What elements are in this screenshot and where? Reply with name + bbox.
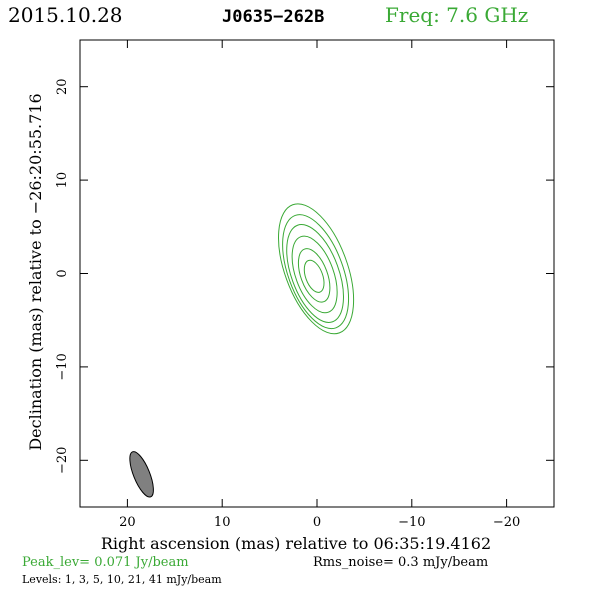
axis-ticks [80, 40, 554, 507]
plot-frame [79, 39, 555, 508]
contour-levels: Levels: 1, 3, 5, 10, 21, 41 mJy/beam [22, 573, 222, 586]
x-tick-labels: 20 10 0 −10 −20 [119, 515, 520, 530]
x-tick-label: 10 [214, 515, 231, 530]
x-tick-label: −10 [398, 515, 425, 530]
beam-layer [129, 451, 154, 498]
y-tick-label: −10 [55, 353, 70, 380]
y-axis-title: Declination (mas) relative to −26:20:55.… [26, 93, 45, 450]
x-tick-label: 20 [119, 515, 136, 530]
rms-noise: Rms_noise= 0.3 mJy/beam [313, 555, 488, 570]
contour-41-mjy [303, 259, 325, 293]
x-tick-label: −20 [493, 515, 520, 530]
x-tick-label: 0 [313, 515, 321, 530]
contour-layer [278, 203, 355, 335]
contour-1-mjy [278, 203, 355, 335]
y-tick-label: 0 [55, 269, 70, 277]
contour-10-mjy [291, 235, 338, 314]
observation-date: 2015.10.28 [8, 3, 123, 27]
frequency-label: Freq: 7.6 GHz [385, 3, 528, 27]
y-tick-label: 10 [55, 172, 70, 189]
peak-level: Peak_lev= 0.071 Jy/beam [22, 555, 189, 570]
y-tick-label: 20 [55, 78, 70, 95]
contour-21-mjy [297, 248, 331, 303]
contour-3-mjy [282, 214, 350, 330]
beam-ellipse [129, 451, 154, 498]
contour-5-mjy [286, 224, 344, 323]
source-name: J0635−262B [222, 7, 324, 27]
y-tick-label: −20 [55, 447, 70, 474]
y-tick-labels: 20 10 0 −10 −20 [55, 78, 70, 474]
x-axis-title: Right ascension (mas) relative to 06:35:… [101, 534, 491, 553]
